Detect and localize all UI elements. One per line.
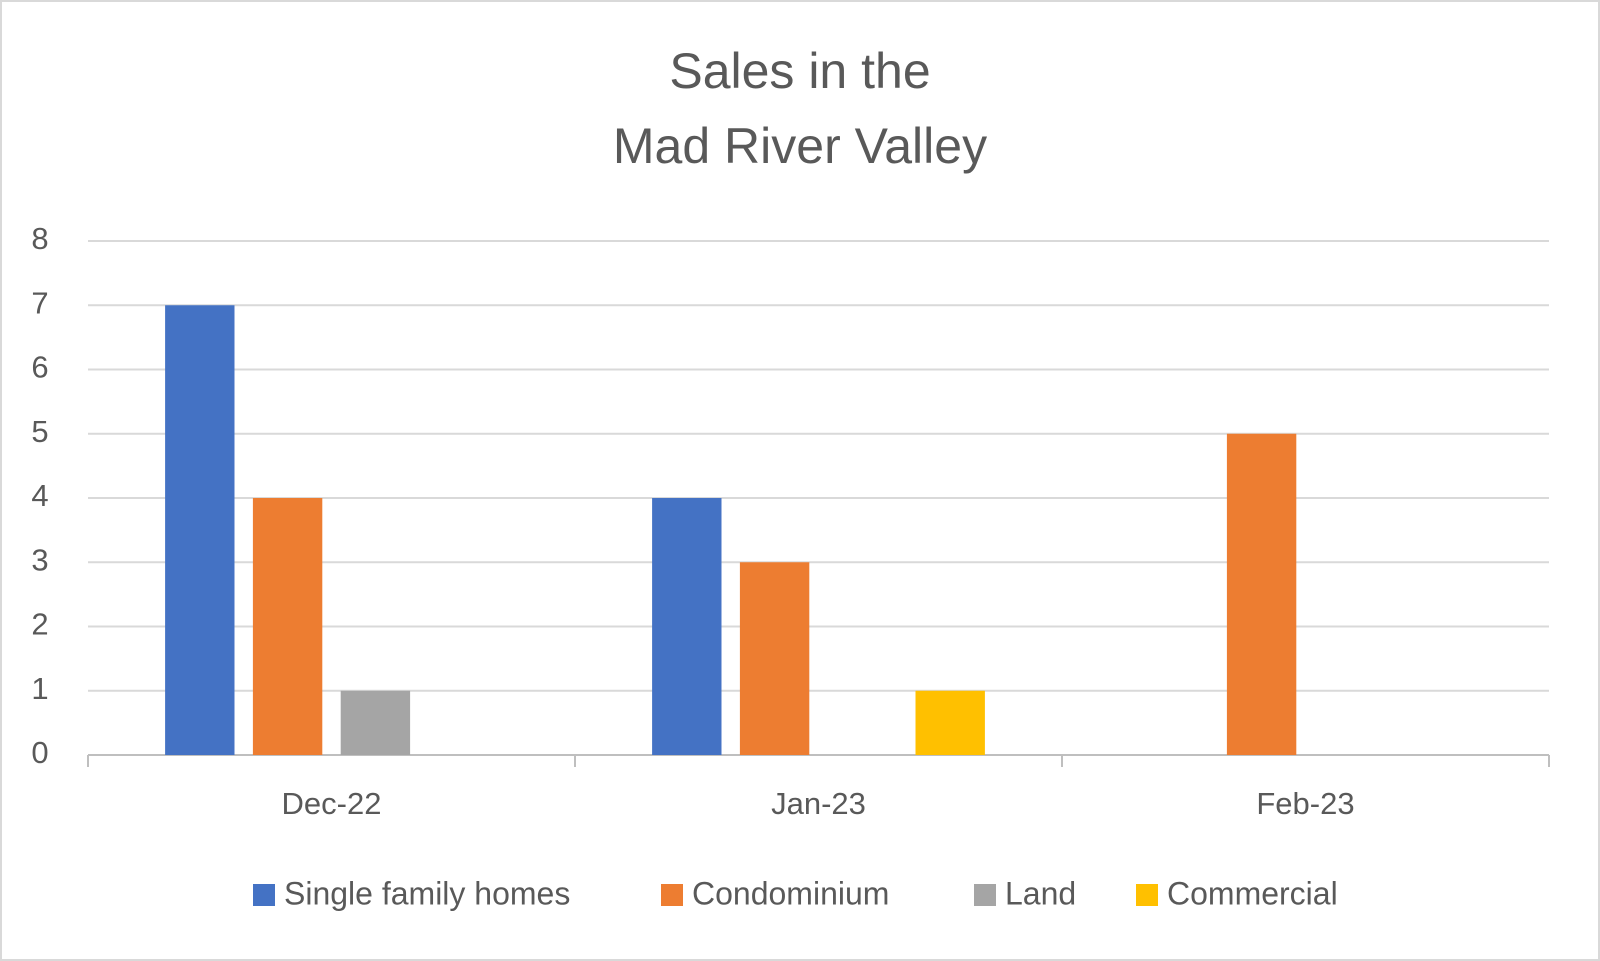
x-tick-label: Dec-22 xyxy=(282,786,382,821)
y-tick-label: 1 xyxy=(31,671,48,706)
legend-swatch xyxy=(1136,884,1158,906)
legend-swatch xyxy=(974,884,996,906)
legend-label: Commercial xyxy=(1167,875,1338,911)
legend-label: Single family homes xyxy=(284,875,570,911)
legend-label: Condominium xyxy=(692,875,889,911)
chart-title: Sales in the xyxy=(669,43,930,99)
bar xyxy=(252,498,323,755)
bar xyxy=(1226,433,1297,755)
y-tick-label: 6 xyxy=(31,350,48,385)
y-tick-label: 0 xyxy=(31,735,48,770)
y-tick-label: 3 xyxy=(31,542,48,577)
y-tick-label: 2 xyxy=(31,607,48,642)
bar xyxy=(652,498,722,755)
chart-title: Mad River Valley xyxy=(613,118,987,174)
y-tick-label: 8 xyxy=(31,221,48,256)
x-tick-label: Jan-23 xyxy=(771,786,866,821)
legend-label: Land xyxy=(1005,875,1076,911)
legend-swatch xyxy=(661,884,683,906)
legend-swatch xyxy=(253,884,275,906)
y-tick-label: 5 xyxy=(31,414,48,449)
x-tick-label: Feb-23 xyxy=(1256,786,1354,821)
y-tick-label: 4 xyxy=(31,478,48,513)
y-tick-label: 7 xyxy=(31,285,48,320)
bar xyxy=(739,562,810,755)
bar xyxy=(915,690,985,755)
bar xyxy=(165,305,235,755)
bar xyxy=(340,690,411,755)
